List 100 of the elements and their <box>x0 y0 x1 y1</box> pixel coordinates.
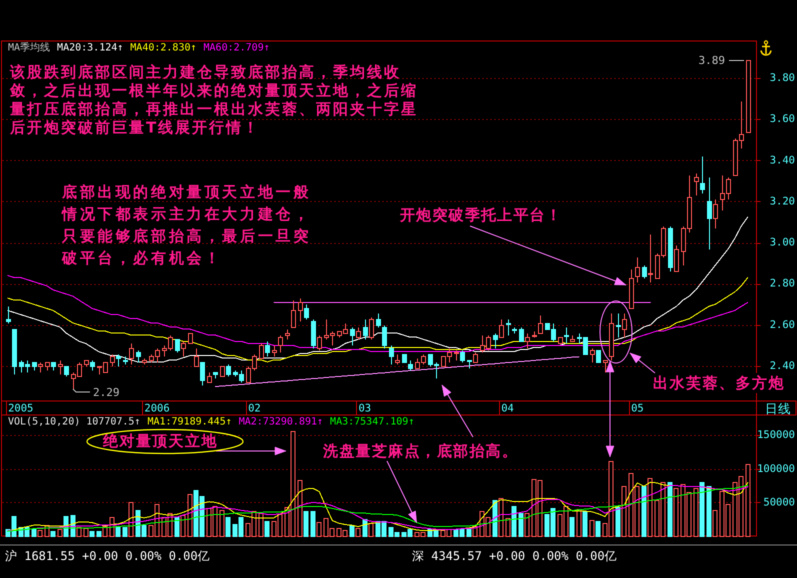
candlestick <box>45 362 50 371</box>
bar <box>674 488 678 537</box>
annotation: 该股跌到底部区间主力建仓导致底部抬高，季均线收敛，之后出现一根半年以来的绝对量顶天立地，之后缩量打压底部抬高，再推出一根出水芙蓉、两阳夹十字星后开炮突破前巨量T线展开行情！ <box>9 63 418 136</box>
bar <box>622 486 626 537</box>
bar <box>84 528 88 537</box>
candlestick <box>369 317 374 340</box>
candlestick <box>110 354 115 367</box>
candlestick <box>51 362 56 371</box>
candlestick <box>635 257 640 283</box>
text: MA40:2.830↑ <box>130 42 197 54</box>
bar <box>116 526 120 537</box>
candlestick <box>382 325 387 349</box>
y-tick-label: 3.00 <box>770 236 795 249</box>
candlestick <box>467 360 472 369</box>
text: 沪 1681.55 +0.00 0.00% 0.00亿 <box>5 549 210 563</box>
bar <box>304 511 308 537</box>
bar <box>506 518 510 537</box>
x-tick-label: 03 <box>358 402 372 414</box>
candlestick <box>226 364 231 377</box>
candlestick <box>629 269 634 309</box>
bar <box>310 511 316 537</box>
bar <box>356 528 360 537</box>
bar <box>38 530 42 537</box>
candlestick <box>311 319 316 349</box>
candlestick <box>90 360 95 371</box>
bar <box>102 526 108 537</box>
line-series <box>214 356 580 388</box>
candlestick <box>402 354 407 363</box>
candlestick <box>642 265 647 279</box>
y-tick-label: 2.80 <box>770 278 795 290</box>
x-tick-label: 05 <box>631 402 644 414</box>
y-tick-label: 150000 <box>757 429 795 442</box>
candlestick <box>12 329 17 375</box>
candlestick <box>564 327 569 344</box>
candlestick <box>499 319 504 338</box>
bar <box>466 529 472 537</box>
candlestick <box>265 341 270 357</box>
bar <box>582 511 588 537</box>
candlestick <box>713 199 718 229</box>
bar <box>518 513 524 537</box>
candlestick <box>188 333 193 344</box>
candlestick <box>356 327 361 340</box>
candlestick <box>590 348 595 363</box>
candlestick <box>648 234 653 283</box>
candlestick <box>123 356 128 365</box>
candlestick <box>291 300 296 328</box>
bar <box>188 494 192 537</box>
candlestick <box>181 341 186 357</box>
bar <box>746 464 750 537</box>
candlestick <box>668 226 673 272</box>
candlestick <box>84 360 89 367</box>
y-tick-label: 3.80 <box>770 72 795 84</box>
candlestick <box>213 372 218 379</box>
candlestick <box>200 362 205 386</box>
annotation: 2.29 <box>93 386 120 398</box>
candlestick <box>700 156 705 194</box>
candlestick <box>317 335 322 351</box>
x-tick-label: 02 <box>248 402 261 414</box>
candlestick <box>58 360 63 375</box>
candlestick <box>616 313 621 338</box>
bar <box>616 507 620 537</box>
candlestick <box>38 362 43 373</box>
bar <box>264 521 270 537</box>
candlestick <box>6 306 11 324</box>
bar <box>90 531 94 537</box>
text: 深 4345.57 +0.00 0.00% 0.00亿 <box>412 549 617 563</box>
legend-title: VOL(5,10,20) 107707.5↑ <box>8 416 140 428</box>
annotation: 底部出现的绝对量顶天立地一般情况下都表示主力在大力建仓，只要能够底部抬高，最后一旦突破平台，必有机会！ <box>61 183 312 267</box>
candlestick <box>116 354 121 367</box>
x-tick-label: 2006 <box>144 402 170 414</box>
candlestick <box>512 327 517 334</box>
bar <box>174 517 180 537</box>
candlestick <box>207 372 212 383</box>
y-tick-label: 2.40 <box>770 360 795 372</box>
candlestick <box>506 319 511 336</box>
candlestick <box>64 366 69 377</box>
candlestick <box>259 343 264 359</box>
candlestick <box>395 354 400 365</box>
candlestick <box>519 327 524 342</box>
bar <box>700 482 704 537</box>
candlestick <box>454 350 459 361</box>
y-tick-label: 3.40 <box>770 154 795 166</box>
bar <box>128 502 134 537</box>
y-tick-label: 3.60 <box>770 113 795 126</box>
candlestick <box>194 348 199 367</box>
bar <box>58 529 62 537</box>
bar <box>96 531 102 537</box>
text: MA20:3.124↑ <box>57 42 124 54</box>
candlestick <box>609 313 614 361</box>
text: MA2:73290.891↑ <box>238 416 324 428</box>
candlestick <box>707 177 712 250</box>
candlestick <box>525 333 530 349</box>
candlestick <box>622 313 627 338</box>
candlestick <box>603 360 608 373</box>
bar <box>590 520 594 537</box>
y-tick-label: 50000 <box>763 496 795 508</box>
bar <box>220 510 224 537</box>
candlestick <box>304 304 309 320</box>
bar <box>694 488 698 537</box>
bar <box>498 498 504 537</box>
